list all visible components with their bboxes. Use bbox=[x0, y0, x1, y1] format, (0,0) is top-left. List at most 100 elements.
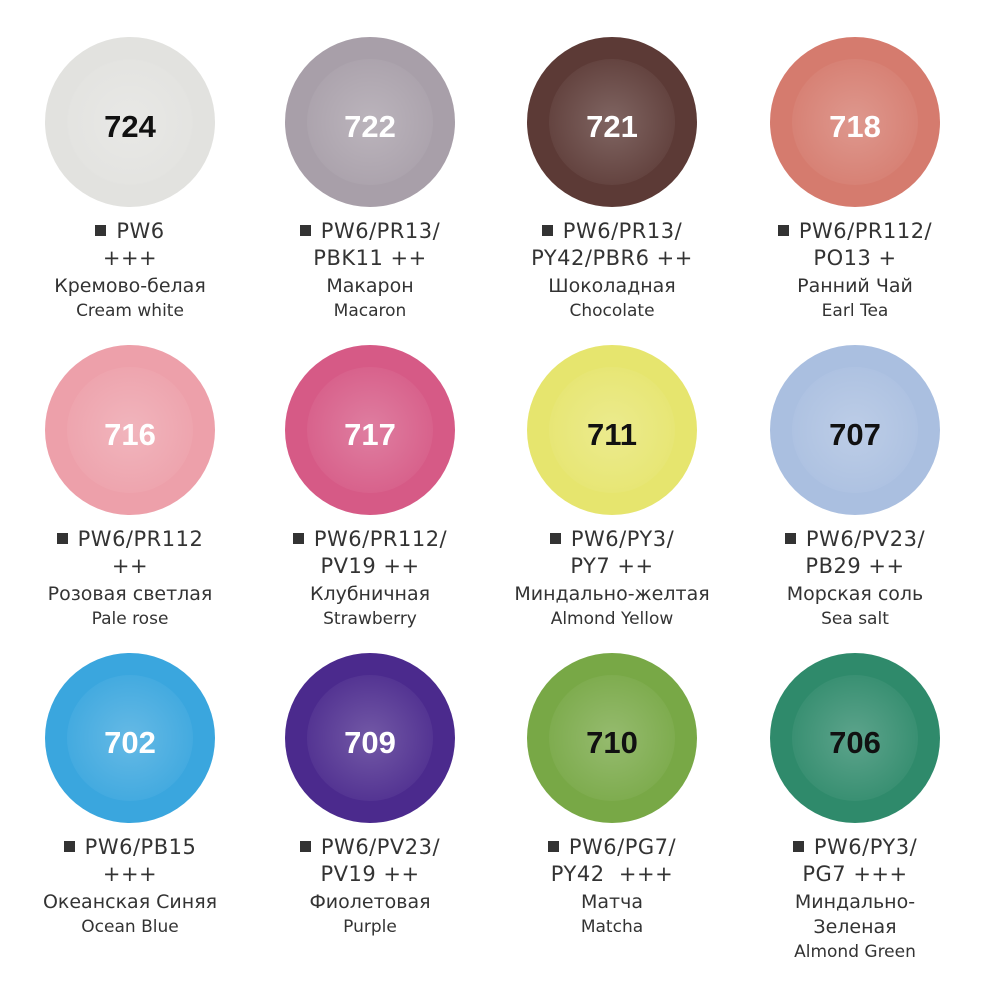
swatch-card: 707 PW6/PV23/PB29 ++ Морская соль Sea salt bbox=[735, 313, 975, 629]
name-ru: Клубничная bbox=[309, 583, 431, 605]
name-ru: Зеленая bbox=[813, 916, 897, 938]
pigment-line: PG7 +++ bbox=[735, 862, 975, 886]
pigment-line: PY42 +++ bbox=[492, 862, 732, 886]
pigment-marker bbox=[784, 533, 796, 544]
pigment-line: PV19 ++ bbox=[250, 862, 490, 886]
pigment-line: PW6 bbox=[10, 219, 250, 243]
name-ru: Матча bbox=[581, 891, 643, 913]
swatch-card: 722 PW6/PR13/PBK11 ++ Макарон Macaron bbox=[250, 5, 490, 321]
name-en: Sea salt bbox=[821, 609, 889, 629]
color-code: 717 bbox=[344, 417, 396, 452]
pigment-line: PW6/PY3/ bbox=[492, 527, 732, 551]
pigment-marker bbox=[63, 841, 75, 852]
swatch-card: 721 PW6/PR13/PY42/PBR6 ++ Шоколадная Chocol… bbox=[492, 5, 732, 321]
pigment-line: +++ bbox=[10, 862, 250, 886]
swatch-card: 709 PW6/PV23/PV19 ++ Фиолетовая Purple bbox=[250, 621, 490, 937]
swatch-card: 706 PW6/PY3/PG7 +++ Миндально- Зеленая Almon… bbox=[735, 621, 975, 962]
pigment-line: PW6/PV23/ bbox=[250, 835, 490, 859]
color-code: 710 bbox=[586, 725, 638, 760]
swatch-card: 711 PW6/PY3/PY7 ++ Миндально-желтая Almond … bbox=[492, 313, 732, 629]
pigment-marker bbox=[299, 841, 311, 852]
pigment-line: PB29 ++ bbox=[735, 554, 975, 578]
pigment-text: PW6/PV23/ bbox=[320, 835, 441, 859]
swatch-shine bbox=[307, 59, 433, 185]
paint-swatch: 711 bbox=[527, 345, 697, 515]
swatch-card: 702 PW6/PB15 +++ Океанская Синяя Ocean Blue bbox=[10, 621, 250, 937]
paint-swatch: 709 bbox=[285, 653, 455, 823]
pigment-text: PW6/PR112/ bbox=[798, 219, 933, 243]
name-en: Purple bbox=[343, 917, 397, 937]
pigment-marker bbox=[792, 841, 804, 852]
name-ru: Миндально-желтая bbox=[514, 583, 710, 605]
swatch-shine bbox=[67, 675, 193, 801]
pigment-marker bbox=[549, 533, 561, 544]
name-ru: Розовая светлая bbox=[47, 583, 213, 605]
color-code: 722 bbox=[344, 109, 396, 144]
pigment-line: PY42/PBR6 ++ bbox=[492, 246, 732, 270]
paint-swatch: 707 bbox=[770, 345, 940, 515]
color-code: 718 bbox=[829, 109, 881, 144]
pigment-line: +++ bbox=[10, 246, 250, 270]
swatch-shine bbox=[792, 675, 918, 801]
swatch-shine bbox=[549, 675, 675, 801]
pigment-line: PW6/PY3/ bbox=[735, 835, 975, 859]
paint-swatch: 724 bbox=[45, 37, 215, 207]
swatch-card: 724 PW6 +++ Кремово-белая Cream white bbox=[10, 5, 250, 321]
name-ru: Миндально- bbox=[794, 891, 916, 913]
pigment-text: PV19 ++ bbox=[320, 862, 420, 886]
name-en: Strawberry bbox=[323, 609, 417, 629]
name-ru: Океанская Синяя bbox=[42, 891, 218, 913]
name-en: Ocean Blue bbox=[81, 917, 179, 937]
pigment-line: ++ bbox=[10, 554, 250, 578]
pigment-text: PW6/PG7/ bbox=[568, 835, 677, 859]
swatch-shine bbox=[792, 367, 918, 493]
color-code: 706 bbox=[829, 725, 881, 760]
pigment-text: PBK11 ++ bbox=[313, 246, 427, 270]
pigment-text: PW6/PR112 bbox=[77, 527, 204, 551]
swatch-card: 717 PW6/PR112/PV19 ++ Клубничная Strawberry bbox=[250, 313, 490, 629]
name-ru: Макарон bbox=[326, 275, 414, 297]
paint-swatch: 718 bbox=[770, 37, 940, 207]
pigment-text: PY42/PBR6 ++ bbox=[531, 246, 693, 270]
pigment-line: PW6/PG7/ bbox=[492, 835, 732, 859]
pigment-text: PW6 bbox=[116, 219, 165, 243]
pigment-line: PW6/PR13/ bbox=[250, 219, 490, 243]
paint-swatch: 722 bbox=[285, 37, 455, 207]
pigment-marker bbox=[547, 841, 559, 852]
pigment-line: PBK11 ++ bbox=[250, 246, 490, 270]
name-ru: Морская соль bbox=[786, 583, 924, 605]
pigment-text: PW6/PR13/ bbox=[562, 219, 683, 243]
swatch-shine bbox=[792, 59, 918, 185]
pigment-marker bbox=[299, 225, 311, 236]
name-ru: Шоколадная bbox=[548, 275, 676, 297]
paint-swatch: 717 bbox=[285, 345, 455, 515]
swatch-card: 710 PW6/PG7/PY42 +++ Матча Matcha bbox=[492, 621, 732, 937]
color-code: 711 bbox=[586, 417, 637, 452]
swatch-shine bbox=[67, 367, 193, 493]
paint-swatch: 710 bbox=[527, 653, 697, 823]
pigment-marker bbox=[292, 533, 304, 544]
name-ru: Ранний Чай bbox=[797, 275, 913, 297]
pigment-text: PY7 ++ bbox=[570, 554, 654, 578]
pigment-text: PO13 + bbox=[813, 246, 897, 270]
name-en: Pale rose bbox=[91, 609, 169, 629]
swatch-shine bbox=[67, 59, 193, 185]
swatch-shine bbox=[307, 367, 433, 493]
name-ru: Фиолетовая bbox=[309, 891, 431, 913]
pigment-text: PY42 +++ bbox=[550, 862, 674, 886]
name-en: Earl Tea bbox=[821, 301, 889, 321]
name-en: Cream white bbox=[76, 301, 184, 321]
name-en: Almond Green bbox=[794, 942, 916, 962]
name-en: Chocolate bbox=[569, 301, 655, 321]
swatch-card: 718 PW6/PR112/PO13 + Ранний Чай Earl Tea bbox=[735, 5, 975, 321]
pigment-text: PB29 ++ bbox=[805, 554, 905, 578]
pigment-text: PV19 ++ bbox=[320, 554, 420, 578]
pigment-marker bbox=[541, 225, 553, 236]
pigment-line: PW6/PV23/ bbox=[735, 527, 975, 551]
swatch-shine bbox=[549, 59, 675, 185]
pigment-text: +++ bbox=[102, 246, 158, 270]
pigment-line: PW6/PR13/ bbox=[492, 219, 732, 243]
name-ru: Кремово-белая bbox=[54, 275, 206, 297]
swatch-shine bbox=[549, 367, 675, 493]
